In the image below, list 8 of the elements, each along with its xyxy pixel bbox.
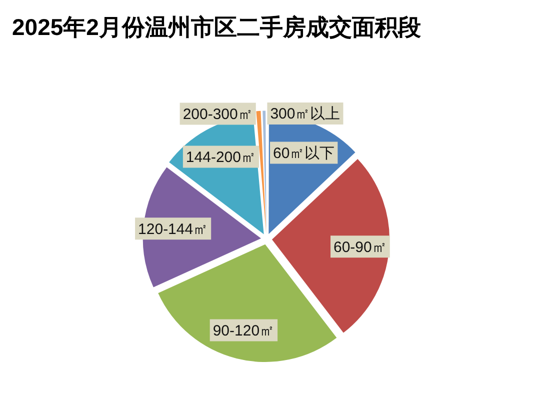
slice-label: 60㎡以下	[272, 144, 335, 162]
slice-label: 60-90㎡	[334, 238, 387, 256]
slice-label: 144-200㎡	[186, 148, 256, 166]
slice-label: 200-300㎡	[182, 106, 253, 123]
slice-label: 120-144㎡	[138, 220, 208, 238]
slice-label: 300㎡以上	[270, 106, 340, 123]
slice-label: 90-120㎡	[212, 322, 275, 340]
chart-title: 2025年2月份温州市区二手房成交面积段	[11, 13, 422, 42]
